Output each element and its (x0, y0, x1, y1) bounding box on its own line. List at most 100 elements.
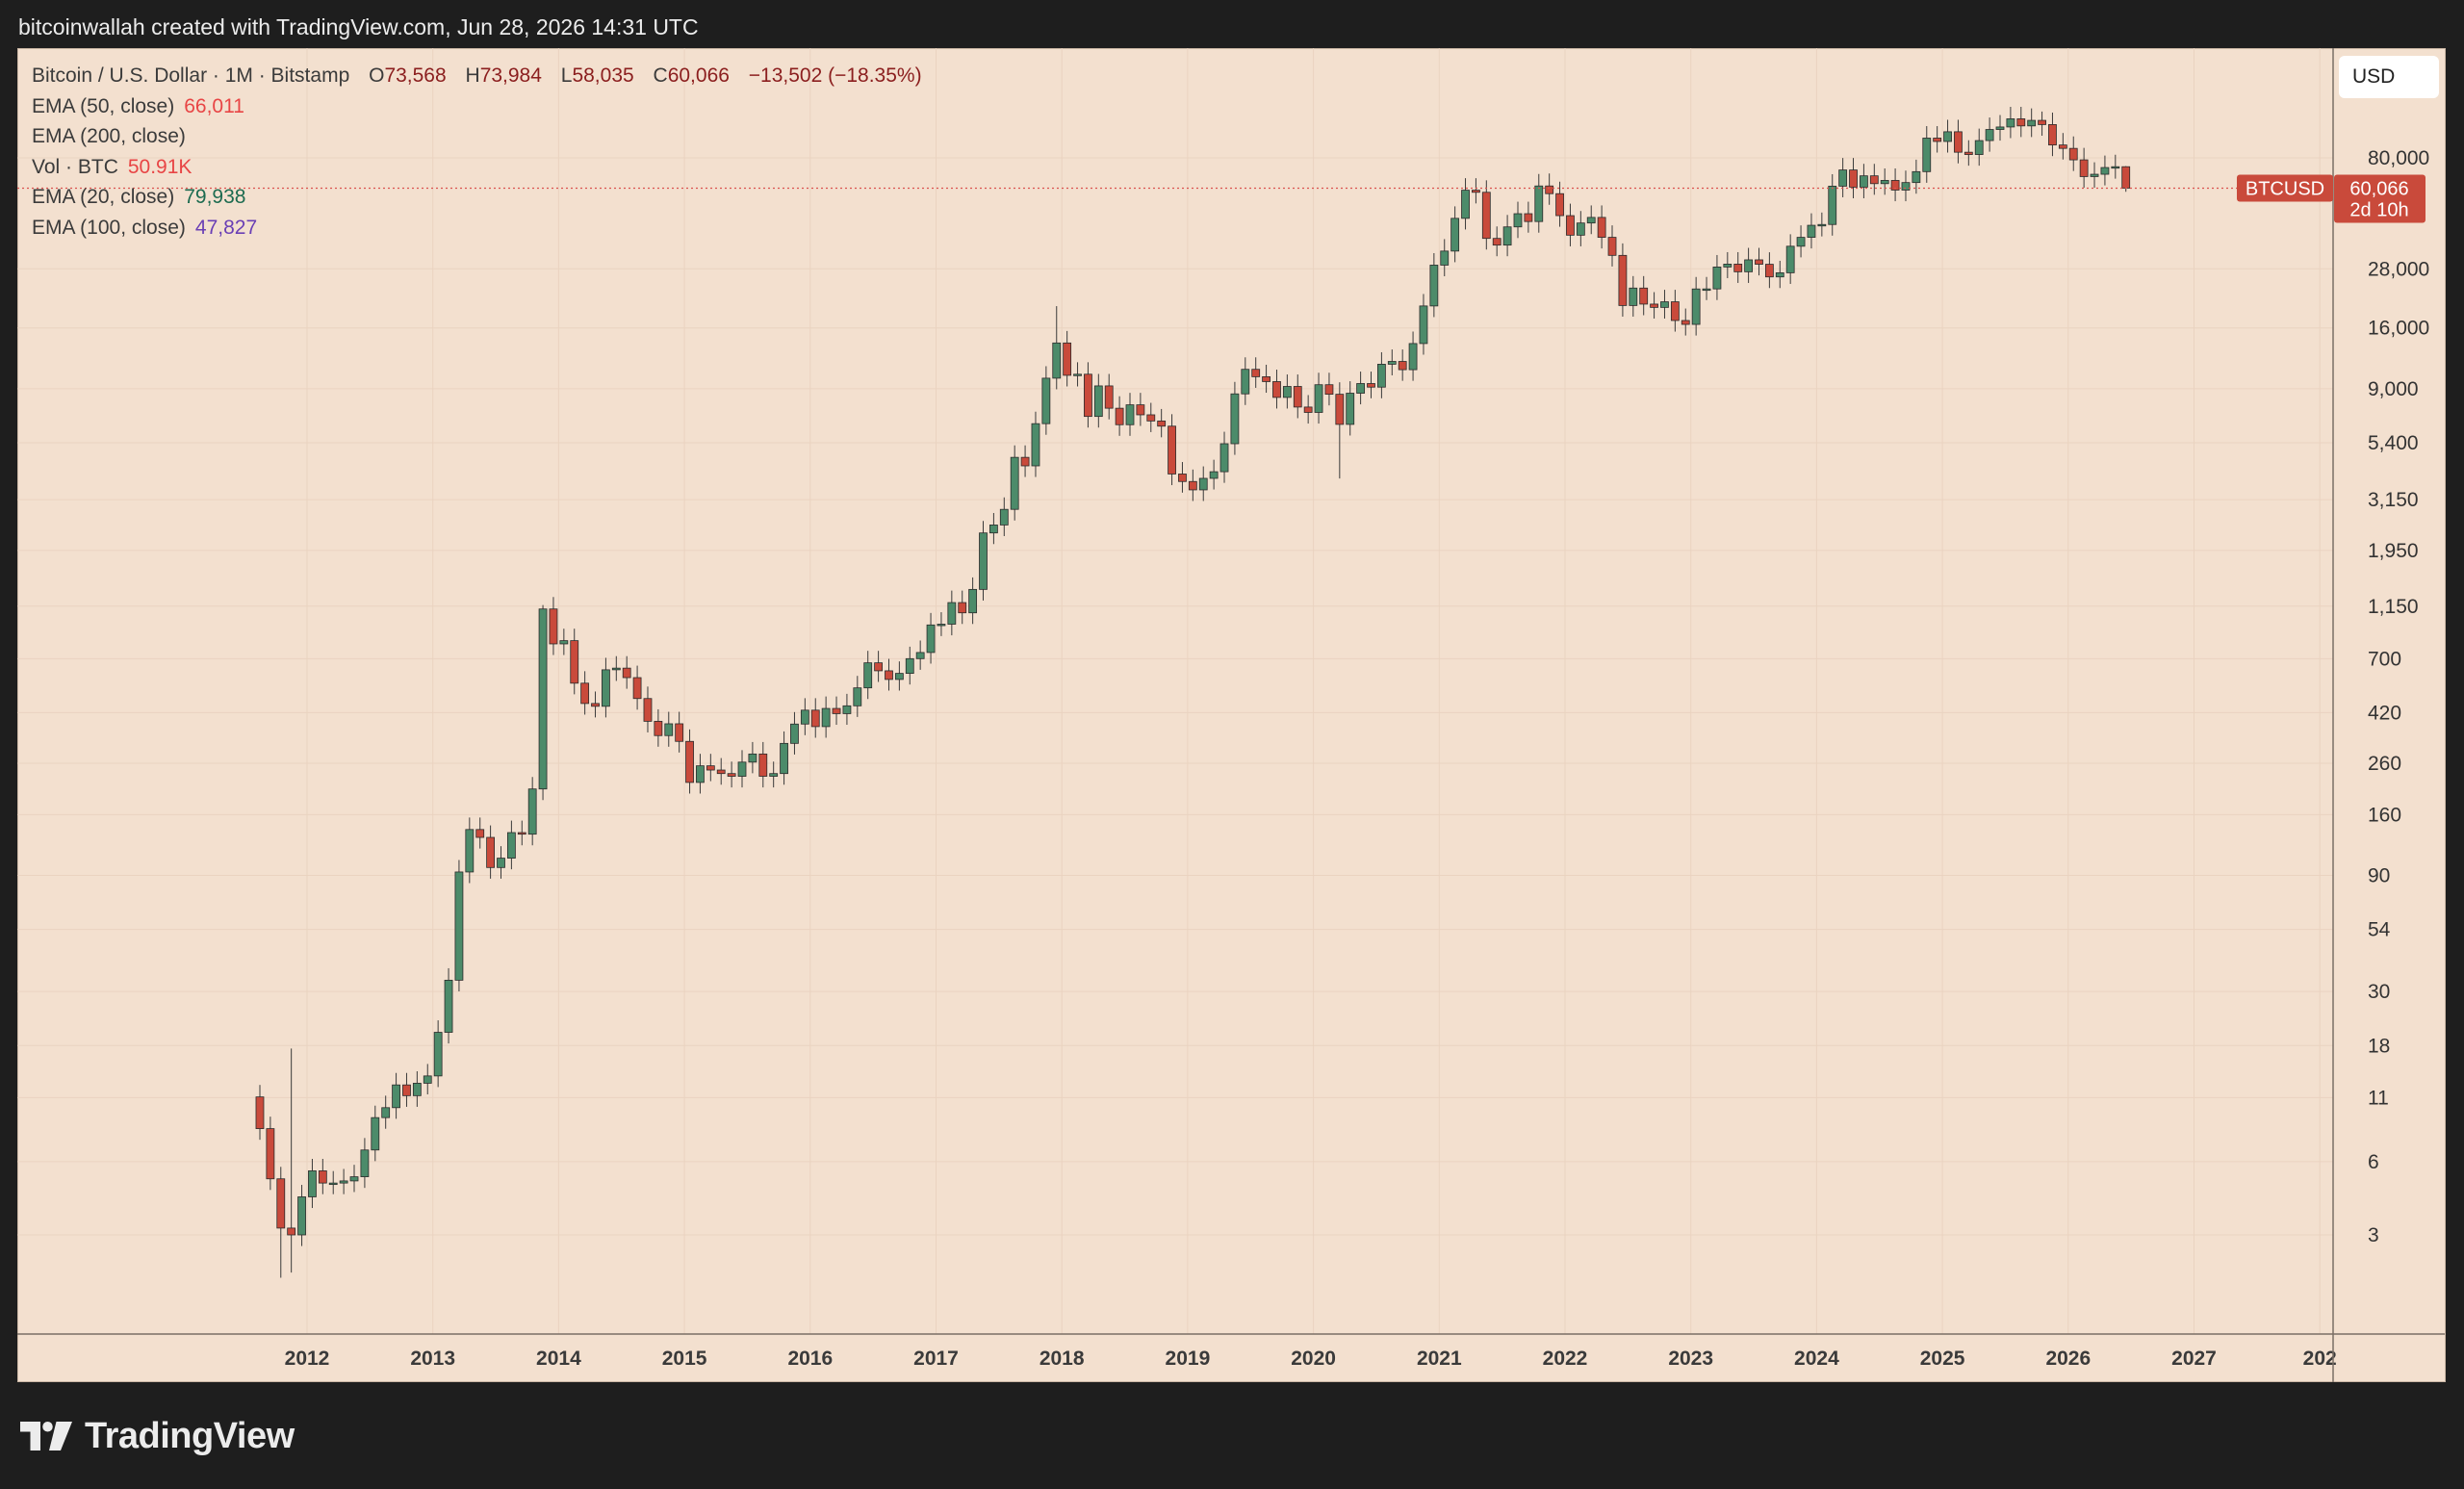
grid (17, 48, 2333, 1334)
candle-body (1597, 217, 1606, 238)
candle-body (748, 753, 757, 763)
candle-body (1807, 224, 1816, 238)
low-label: L (560, 64, 573, 87)
candle-body (853, 687, 862, 706)
axes: 3 6 11 18 30 54 90 160 260 420 700 1,150 1,950 3,150 5… (17, 48, 2445, 1382)
candle-body (1849, 169, 1858, 188)
legend-ema100[interactable]: EMA (100, close) 47,827 (32, 213, 922, 244)
candle-body (2058, 144, 2067, 149)
y-tick-label: 160 (2368, 804, 2401, 826)
candle-body (1650, 303, 1658, 308)
candle-body (591, 703, 600, 707)
candle-body (2090, 173, 2099, 177)
candle-body (2100, 167, 2110, 175)
candle-body (611, 667, 621, 671)
x-tick-label: 2020 (1291, 1348, 1336, 1370)
candle-body (339, 1180, 348, 1184)
y-tick-label: 54 (2368, 919, 2391, 941)
candle-body (1796, 237, 1806, 247)
candle-body (1534, 185, 1544, 222)
candle-body (1974, 140, 1984, 155)
candle-body (905, 657, 914, 675)
x-tick-label: 2026 (2045, 1348, 2091, 1370)
candle-body (360, 1149, 370, 1178)
candle-body (769, 773, 779, 777)
candle-body (1324, 384, 1334, 396)
change-value: −13,502 (−18.35%) (748, 64, 922, 87)
candle-body (328, 1182, 338, 1186)
candle-body (1545, 185, 1554, 194)
y-tick-label: 30 (2368, 981, 2390, 1003)
candle-body (1492, 238, 1502, 246)
candle-body (297, 1196, 306, 1236)
x-tick-label: 2024 (1794, 1348, 1839, 1370)
candle-body (643, 698, 653, 722)
candle-body (1293, 386, 1302, 408)
low-value: 58,035 (572, 64, 634, 87)
candle-body (1429, 265, 1439, 307)
legend-ema20[interactable]: EMA (20, close) 79,938 (32, 182, 922, 213)
candle-body (1314, 384, 1323, 413)
candle-body (1346, 393, 1355, 425)
y-tick-label: 80,000 (2368, 147, 2429, 169)
candle-body (1031, 423, 1040, 467)
candle-body (475, 829, 485, 838)
candle-body (1912, 170, 1921, 184)
candle-body (790, 723, 799, 744)
ema20-label: EMA (20, close) (32, 186, 175, 208)
candle-body (506, 832, 516, 859)
ema100-value: 47,827 (194, 216, 258, 239)
candle-body (1398, 361, 1407, 371)
candle-body (1450, 218, 1460, 252)
currency-button[interactable]: USD (2339, 56, 2439, 98)
candle-body (1618, 254, 1628, 306)
candle-body (412, 1083, 422, 1096)
close-label: C (653, 64, 668, 87)
legend-volume[interactable]: Vol · BTC 50.91K (32, 152, 922, 183)
candle-body (1084, 373, 1092, 418)
y-tick-label: 9,000 (2368, 378, 2419, 400)
legend-symbol-row: Bitcoin / U.S. Dollar · 1M · Bitstamp O7… (32, 61, 922, 91)
candle-body (727, 773, 736, 777)
candle-body (570, 640, 579, 684)
candle-body (1702, 288, 1711, 292)
candle-body (308, 1170, 317, 1197)
open-label: O (369, 64, 385, 87)
high-value: 73,984 (479, 64, 542, 87)
legend-ema50[interactable]: EMA (50, close) 66,011 (32, 91, 922, 122)
high-label: H (465, 64, 480, 87)
candle-body (1723, 264, 1732, 268)
candle-body (433, 1032, 443, 1077)
candle-body (1219, 443, 1229, 473)
x-tick-label: 2018 (1040, 1348, 1085, 1370)
candle-body (968, 588, 978, 614)
volume-value: 50.91K (127, 155, 192, 178)
candle-body (1020, 456, 1030, 467)
candle-body (1136, 404, 1145, 416)
candle-body (654, 720, 663, 736)
candle-body (2027, 119, 2037, 127)
price-tag-bg (2334, 174, 2426, 223)
candle-body (1251, 369, 1261, 377)
candle-body (318, 1170, 327, 1184)
candle-body (780, 742, 788, 775)
tradingview-logo[interactable]: TradingView (19, 1412, 295, 1460)
candle-body (1356, 383, 1366, 394)
candles (17, 106, 2333, 1278)
candle-body (2079, 159, 2089, 177)
candle-body (1010, 456, 1019, 510)
candle-body (1744, 259, 1754, 272)
candle-body (1607, 237, 1617, 256)
y-tick-label: 700 (2368, 648, 2401, 670)
candle-body (1408, 343, 1418, 371)
candle-body (2068, 147, 2078, 161)
candle-body (402, 1084, 411, 1096)
candle-body (1576, 222, 1585, 236)
candle-body (999, 508, 1009, 526)
x-tick-label: 2022 (1543, 1348, 1588, 1370)
candle-body (1964, 151, 1973, 155)
legend-ema200[interactable]: EMA (200, close) (32, 121, 922, 152)
candle-body (1146, 414, 1156, 422)
candle-body (1629, 287, 1638, 306)
